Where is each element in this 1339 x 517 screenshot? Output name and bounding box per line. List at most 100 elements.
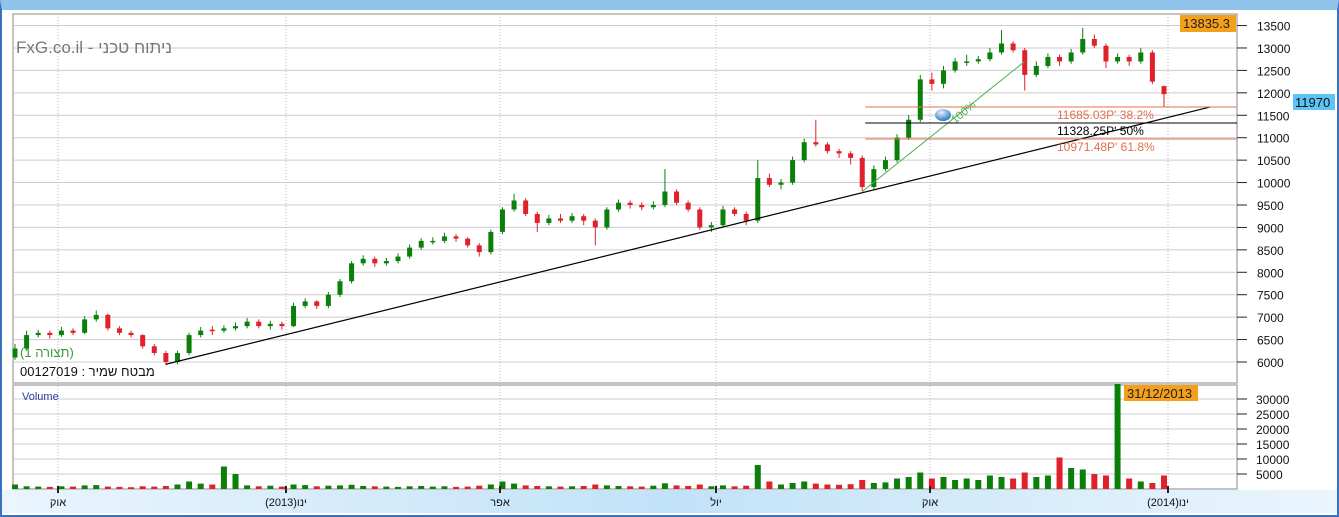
fibonacci-level-label: 10971.48P' 61.8%: [1057, 140, 1155, 154]
volume-bar: [1079, 469, 1086, 489]
candle: [105, 313, 111, 331]
candle: [778, 178, 784, 190]
volume-bar: [557, 486, 564, 489]
candle: [836, 148, 842, 158]
volume-tick-label: 25000: [1256, 408, 1290, 422]
candle: [511, 193, 517, 212]
volume-bar: [70, 486, 77, 489]
candle-body: [523, 200, 529, 214]
candle: [813, 119, 819, 147]
candle: [534, 211, 540, 232]
candle: [70, 328, 76, 336]
candle: [163, 350, 169, 366]
candle-body: [1149, 52, 1155, 82]
price-panel: [12, 13, 1238, 384]
volume-bar: [754, 465, 761, 489]
volume-bar: [1010, 478, 1017, 489]
candle-body: [569, 216, 575, 221]
candle: [1138, 47, 1144, 64]
candle-body: [256, 321, 262, 327]
candle: [894, 134, 900, 163]
candle-body: [325, 294, 331, 306]
candle: [499, 207, 505, 235]
candle-body: [616, 202, 622, 210]
volume-bar: [975, 480, 982, 489]
candle-body: [221, 328, 227, 331]
volume-bar: [81, 485, 88, 489]
volume-bar: [58, 486, 65, 489]
price-tick-label: 13000: [1257, 42, 1291, 56]
volume-bar: [35, 486, 42, 489]
candle-body: [1045, 56, 1051, 66]
candle-body: [1033, 65, 1039, 75]
volume-bar: [766, 481, 773, 489]
candle-body: [70, 330, 76, 333]
candle-body: [174, 353, 180, 362]
volume-bar: [429, 486, 436, 489]
candle-body: [186, 335, 192, 354]
volume-bar: [743, 485, 750, 489]
volume-bar: [998, 477, 1005, 489]
time-tick-label: ינו(2014): [1147, 497, 1189, 509]
candle: [372, 256, 378, 267]
volume-bar: [777, 484, 784, 489]
candle: [755, 160, 761, 223]
candle: [430, 237, 436, 245]
candle: [279, 321, 285, 330]
info-icon[interactable]: [935, 109, 951, 121]
candle-body: [732, 209, 738, 214]
volume-bar: [23, 486, 30, 489]
candle-body: [917, 79, 923, 120]
fibonacci-level-label: 11328.25P' 50%: [1057, 124, 1144, 138]
candle: [453, 234, 459, 242]
volume-bar: [905, 477, 912, 489]
volume-bar: [592, 484, 599, 489]
time-tick-label: אפר: [490, 497, 510, 509]
price-tick-label: 6500: [1257, 334, 1284, 348]
volume-bar: [696, 484, 703, 489]
volume-bar: [615, 486, 622, 489]
volume-bar: [128, 487, 135, 489]
candle-body: [778, 182, 784, 185]
volume-bar: [453, 486, 460, 489]
candle-body: [372, 258, 378, 264]
candle-body: [650, 204, 656, 208]
volume-bar: [499, 481, 506, 489]
candle: [24, 330, 30, 351]
volume-bar: [1137, 481, 1144, 489]
candle-body: [813, 142, 819, 145]
fibonacci-swing-line: [861, 61, 1026, 192]
candle-body: [151, 346, 157, 354]
candle-body: [1161, 86, 1167, 95]
candle-body: [279, 323, 285, 327]
candle: [116, 326, 122, 336]
candle: [1091, 34, 1097, 48]
time-tick-label: אוק: [50, 497, 66, 509]
volume-bar: [139, 486, 146, 489]
candle: [233, 322, 239, 331]
candle-body: [627, 202, 633, 205]
volume-bar: [673, 485, 680, 489]
candle: [314, 300, 320, 310]
candle-body: [871, 169, 877, 188]
candle: [766, 173, 772, 188]
volume-bar: [708, 486, 715, 489]
volume-bar: [104, 486, 111, 489]
volume-bar: [1102, 475, 1109, 489]
volume-bar: [174, 484, 181, 489]
volume-bar: [1149, 483, 1156, 489]
candle-body: [940, 70, 946, 84]
volume-bar: [371, 486, 378, 489]
volume-tick-label: 30000: [1256, 393, 1290, 407]
candle-body: [453, 236, 459, 239]
candle-body: [209, 329, 215, 332]
candle-body: [1138, 52, 1144, 62]
volume-bar: [1056, 457, 1063, 489]
candle: [627, 200, 633, 209]
candle: [337, 279, 343, 297]
price-tick-label: 6000: [1257, 356, 1284, 370]
time-tick-label: ינו(2013): [265, 497, 307, 509]
candle-body: [581, 216, 587, 221]
candle-body: [674, 191, 680, 203]
